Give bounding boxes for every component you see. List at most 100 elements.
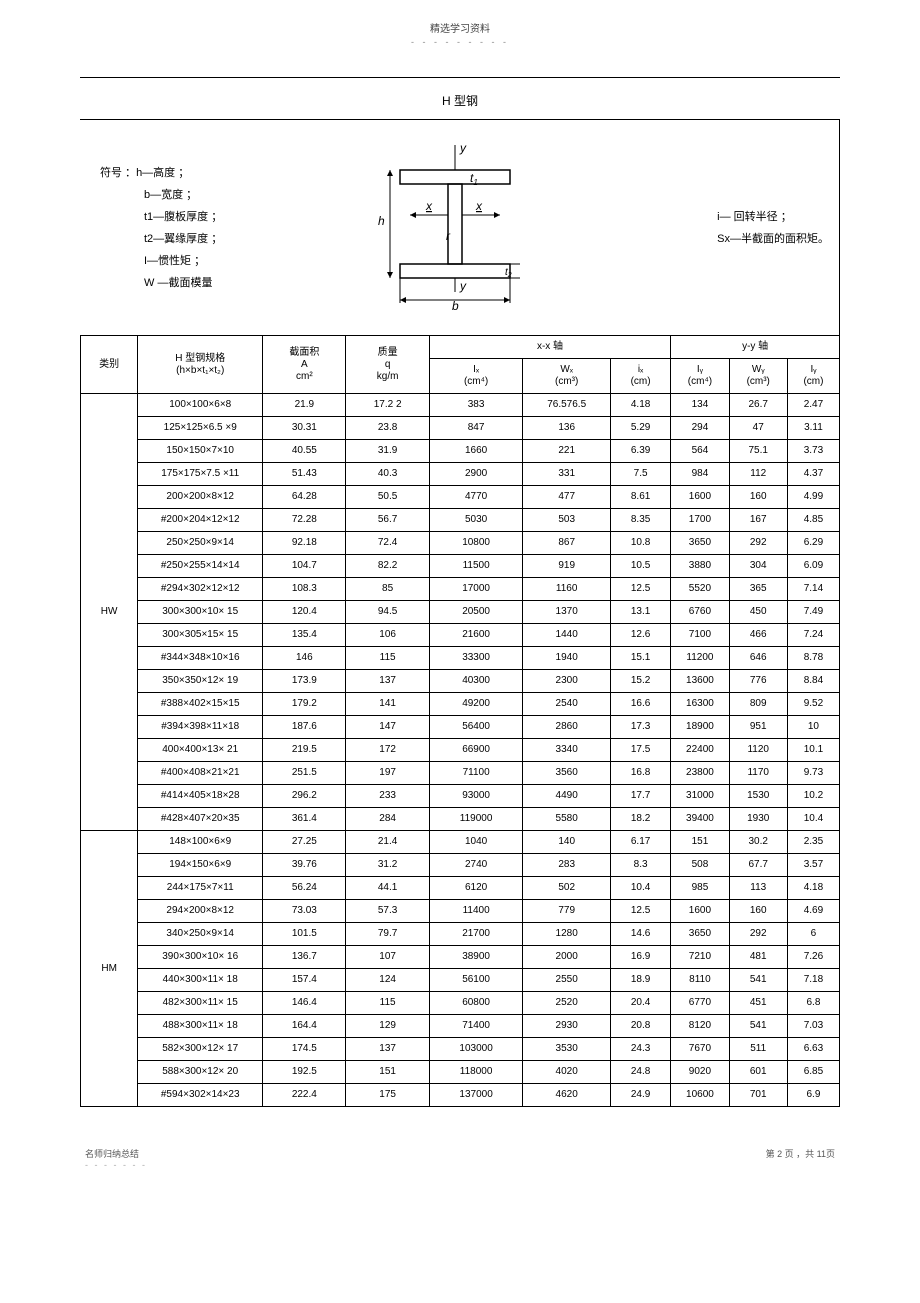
table-row: HM148×100×6×927.2521.410401406.1715130.2… — [81, 831, 840, 854]
data-cell: 23800 — [671, 762, 729, 785]
data-cell: 601 — [729, 1061, 787, 1084]
data-cell: 12.6 — [610, 624, 670, 647]
data-cell: 13600 — [671, 670, 729, 693]
data-cell: 24.9 — [610, 1084, 670, 1107]
data-cell: 383 — [429, 394, 523, 417]
data-cell: 10 — [787, 716, 839, 739]
data-cell: 51.43 — [263, 463, 346, 486]
symbol-prefix: 符号 ： — [100, 167, 136, 179]
data-cell: 24.8 — [610, 1061, 670, 1084]
data-cell: 50.5 — [346, 486, 429, 509]
data-cell: 160 — [729, 900, 787, 923]
footer-left: 名师归纳总结 — [85, 1147, 147, 1160]
data-cell: 7.14 — [787, 578, 839, 601]
area-sym: A — [301, 359, 308, 370]
data-cell: 1600 — [671, 900, 729, 923]
data-cell: 71100 — [429, 762, 523, 785]
symbol-line: t2—翼缘厚度 ； — [100, 228, 222, 250]
table-head: 类别 H 型钢规格 (h×b×t₁×t₂) 截面积 A cm² 质量 q kg/… — [81, 336, 840, 394]
data-cell: 6120 — [429, 877, 523, 900]
data-cell: #428×407×20×35 — [138, 808, 263, 831]
data-cell: 12.5 — [610, 578, 670, 601]
data-cell: 477 — [523, 486, 610, 509]
data-cell: 44.1 — [346, 877, 429, 900]
data-cell: 11500 — [429, 555, 523, 578]
data-cell: 64.28 — [263, 486, 346, 509]
data-cell: 847 — [429, 417, 523, 440]
data-cell: 7.18 — [787, 969, 839, 992]
data-cell: 10.8 — [610, 532, 670, 555]
data-cell: 300×300×10× 15 — [138, 601, 263, 624]
data-cell: 1700 — [671, 509, 729, 532]
symbol-line: b—宽度 ； — [100, 184, 222, 206]
table-row: #388×402×15×15179.214149200254016.616300… — [81, 693, 840, 716]
table-row: #344×348×10×1614611533300194015.11120064… — [81, 647, 840, 670]
data-cell: 124 — [346, 969, 429, 992]
data-cell: 511 — [729, 1038, 787, 1061]
mass-label: 质量 — [378, 347, 398, 358]
data-cell: #200×204×12×12 — [138, 509, 263, 532]
data-cell: 779 — [523, 900, 610, 923]
data-cell: 17.7 — [610, 785, 670, 808]
area-label: 截面积 — [289, 347, 319, 358]
data-cell: 172 — [346, 739, 429, 762]
table-row: 400×400×13× 21219.517266900334017.522400… — [81, 739, 840, 762]
data-cell: 400×400×13× 21 — [138, 739, 263, 762]
data-cell: 106 — [346, 624, 429, 647]
col-Iy: Iᵧ(cm⁴) — [671, 359, 729, 394]
data-cell: 4620 — [523, 1084, 610, 1107]
data-cell: 66900 — [429, 739, 523, 762]
data-cell: 31000 — [671, 785, 729, 808]
table-row: #594×302×14×23222.4175137000462024.91060… — [81, 1084, 840, 1107]
data-cell: 1120 — [729, 739, 787, 762]
col-ix: iₓ(cm) — [610, 359, 670, 394]
data-cell: 135.4 — [263, 624, 346, 647]
data-cell: #388×402×15×15 — [138, 693, 263, 716]
data-cell: 3880 — [671, 555, 729, 578]
data-cell: 4.69 — [787, 900, 839, 923]
data-cell: 56.24 — [263, 877, 346, 900]
data-cell: 137000 — [429, 1084, 523, 1107]
data-cell: 56.7 — [346, 509, 429, 532]
table-row: 200×200×8×1264.2850.547704778.6116001604… — [81, 486, 840, 509]
data-cell: 93000 — [429, 785, 523, 808]
data-cell: 867 — [523, 532, 610, 555]
data-cell: 701 — [729, 1084, 787, 1107]
data-cell: 2520 — [523, 992, 610, 1015]
data-cell: 179.2 — [263, 693, 346, 716]
table-row: 582×300×12× 17174.5137103000353024.37670… — [81, 1038, 840, 1061]
data-cell: 23.8 — [346, 417, 429, 440]
data-cell: 7.49 — [787, 601, 839, 624]
data-cell: 200×200×8×12 — [138, 486, 263, 509]
table-row: 294×200×8×1273.0357.31140077912.51600160… — [81, 900, 840, 923]
data-cell: 192.5 — [263, 1061, 346, 1084]
svg-text:x: x — [425, 199, 433, 213]
title-rule — [80, 77, 840, 78]
data-cell: 6.09 — [787, 555, 839, 578]
data-cell: 1660 — [429, 440, 523, 463]
table-row: 244×175×7×1156.2444.1612050210.49851134.… — [81, 877, 840, 900]
mass-unit: kg/m — [377, 371, 399, 382]
symbol-line: h—高度 ； — [136, 167, 189, 179]
data-cell: 26.7 — [729, 394, 787, 417]
data-cell: 146.4 — [263, 992, 346, 1015]
data-cell: 113 — [729, 877, 787, 900]
data-cell: 71400 — [429, 1015, 523, 1038]
data-cell: 4770 — [429, 486, 523, 509]
data-cell: 107 — [346, 946, 429, 969]
data-cell: 103000 — [429, 1038, 523, 1061]
main-title: H 型钢 — [60, 92, 860, 109]
data-cell: 985 — [671, 877, 729, 900]
data-cell: 1440 — [523, 624, 610, 647]
data-cell: 72.28 — [263, 509, 346, 532]
data-cell: 120.4 — [263, 601, 346, 624]
data-cell: 1160 — [523, 578, 610, 601]
Iy-u: (cm⁴) — [688, 376, 712, 387]
data-cell: 11400 — [429, 900, 523, 923]
data-cell: 108.3 — [263, 578, 346, 601]
data-cell: 450 — [729, 601, 787, 624]
data-cell: 451 — [729, 992, 787, 1015]
data-cell: 10.1 — [787, 739, 839, 762]
data-cell: 21.9 — [263, 394, 346, 417]
data-cell: 56100 — [429, 969, 523, 992]
